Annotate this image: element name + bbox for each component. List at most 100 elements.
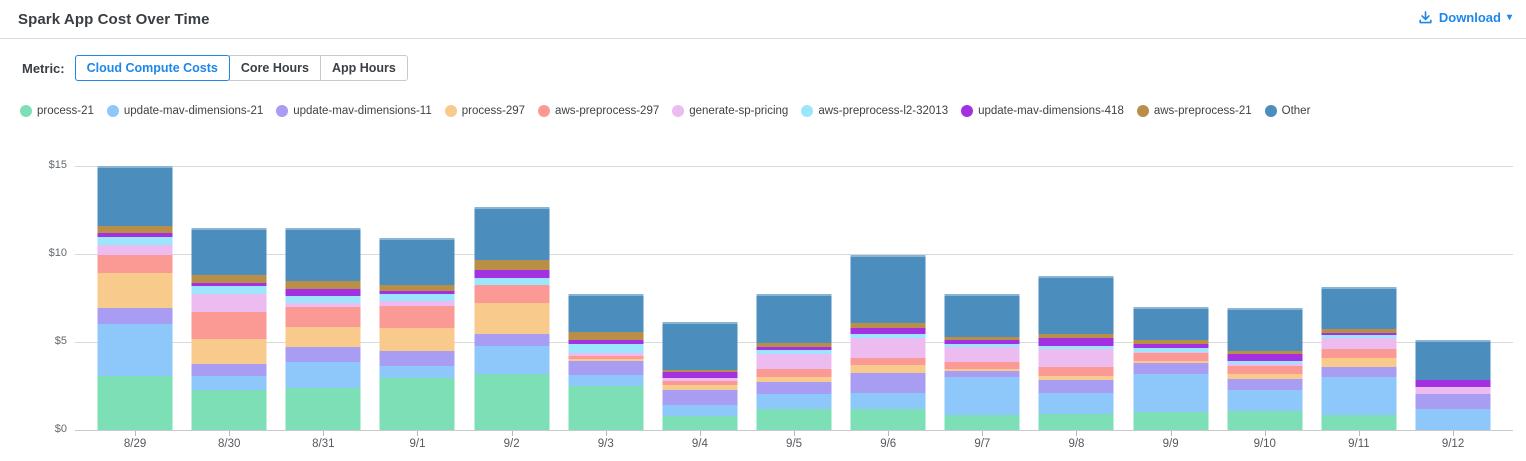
bar-segment-process-297[interactable] [756,377,832,383]
legend-item-generate-sp-pricing[interactable]: generate-sp-pricing [672,105,788,117]
stacked-bar-8-29[interactable] [97,165,173,430]
stacked-bar-9-1[interactable] [379,237,455,430]
bar-segment-update-mav-dimensions-21[interactable] [191,376,267,391]
bar-segment-update-mav-dimensions-21[interactable] [1227,390,1303,411]
bar-segment-update-mav-dimensions-21[interactable] [756,394,832,410]
bar-segment-aws-preprocess-21[interactable] [191,275,267,283]
bar-segment-update-mav-dimensions-418[interactable] [944,340,1020,345]
bar-segment-generate-sp-pricing[interactable] [568,353,644,357]
bar-segment-other[interactable] [1415,340,1491,380]
bar-segment-process-297[interactable] [191,338,267,365]
bar-segment-update-mav-dimensions-11[interactable] [568,361,644,375]
stacked-bar-9-4[interactable] [662,321,738,430]
bar-segment-other[interactable] [568,294,644,333]
bar-segment-update-mav-dimensions-11[interactable] [1321,367,1397,378]
bar-segment-update-mav-dimensions-418[interactable] [379,290,455,294]
metric-tab-core-hours[interactable]: Core Hours [228,55,321,81]
bar-segment-process-21[interactable] [191,390,267,430]
bar-segment-update-mav-dimensions-21[interactable] [1038,393,1114,414]
bar-segment-other[interactable] [191,227,267,276]
bar-segment-aws-preprocess-297[interactable] [1038,367,1114,376]
bar-segment-aws-preprocess-l2-32013[interactable] [474,277,550,285]
bar-segment-aws-preprocess-l2-32013[interactable] [379,293,455,301]
bar-segment-aws-preprocess-l2-32013[interactable] [850,334,926,339]
bar-segment-update-mav-dimensions-11[interactable] [285,346,361,362]
legend-item-update-mav-dimensions-11[interactable]: update-mav-dimensions-11 [276,105,432,117]
bar-segment-aws-preprocess-21[interactable] [1227,350,1303,355]
bar-segment-other[interactable] [285,227,361,282]
bar-segment-aws-preprocess-l2-32013[interactable] [756,350,832,355]
bar-segment-other[interactable] [1321,286,1397,330]
legend-item-aws-preprocess-21[interactable]: aws-preprocess-21 [1136,105,1252,117]
bar-segment-update-mav-dimensions-11[interactable] [850,373,926,394]
bar-segment-other[interactable] [944,294,1020,337]
stacked-bar-8-30[interactable] [191,227,267,430]
bar-segment-update-mav-dimensions-21[interactable] [944,377,1020,416]
bar-segment-update-mav-dimensions-11[interactable] [1415,393,1491,409]
bar-segment-other[interactable] [1133,306,1209,341]
legend-item-process-21[interactable]: process-21 [20,105,94,117]
bar-segment-process-297[interactable] [944,368,1020,372]
bar-segment-update-mav-dimensions-11[interactable] [191,364,267,377]
bar-segment-generate-sp-pricing[interactable] [850,338,926,359]
bar-segment-aws-preprocess-297[interactable] [379,305,455,328]
bar-segment-other[interactable] [662,321,738,370]
bar-segment-aws-preprocess-l2-32013[interactable] [1038,346,1114,349]
legend-item-aws-preprocess-297[interactable]: aws-preprocess-297 [538,105,659,117]
bar-segment-generate-sp-pricing[interactable] [1038,348,1114,368]
bar-segment-update-mav-dimensions-11[interactable] [1227,378,1303,391]
bar-segment-process-297[interactable] [285,326,361,347]
bar-segment-process-297[interactable] [1038,375,1114,380]
bar-segment-generate-sp-pricing[interactable] [662,378,738,381]
bar-segment-update-mav-dimensions-11[interactable] [379,351,455,366]
bar-segment-aws-preprocess-l2-32013[interactable] [944,344,1020,347]
bar-segment-update-mav-dimensions-21[interactable] [850,393,926,410]
bar-segment-process-21[interactable] [1133,411,1209,430]
bar-segment-update-mav-dimensions-11[interactable] [756,382,832,395]
bar-segment-update-mav-dimensions-11[interactable] [944,371,1020,378]
bar-segment-update-mav-dimensions-11[interactable] [1038,379,1114,394]
bar-segment-aws-preprocess-297[interactable] [1133,353,1209,361]
bar-segment-process-297[interactable] [474,303,550,335]
bar-segment-aws-preprocess-297[interactable] [285,306,361,327]
stacked-bar-9-11[interactable] [1321,286,1397,430]
bar-segment-update-mav-dimensions-11[interactable] [1133,363,1209,374]
bar-segment-aws-preprocess-21[interactable] [285,281,361,289]
bar-segment-generate-sp-pricing[interactable] [1321,338,1397,350]
bar-segment-generate-sp-pricing[interactable] [1227,364,1303,366]
bar-segment-aws-preprocess-297[interactable] [1227,365,1303,374]
bar-segment-aws-preprocess-l2-32013[interactable] [285,295,361,303]
bar-segment-update-mav-dimensions-418[interactable] [474,270,550,278]
download-button[interactable]: Download ▾ [1418,10,1512,25]
bar-segment-process-297[interactable] [662,384,738,391]
bar-segment-process-21[interactable] [474,373,550,430]
bar-segment-aws-preprocess-297[interactable] [474,284,550,304]
bar-segment-update-mav-dimensions-11[interactable] [662,390,738,405]
legend-item-update-mav-dimensions-21[interactable]: update-mav-dimensions-21 [106,105,263,117]
bar-segment-update-mav-dimensions-21[interactable] [97,324,173,376]
bar-segment-generate-sp-pricing[interactable] [191,293,267,313]
bar-segment-update-mav-dimensions-21[interactable] [662,404,738,417]
bar-segment-process-21[interactable] [379,378,455,430]
bar-segment-aws-preprocess-l2-32013[interactable] [568,343,644,354]
bar-segment-other[interactable] [97,165,173,227]
bar-segment-update-mav-dimensions-418[interactable] [1415,379,1491,387]
bar-segment-other[interactable] [474,206,550,261]
stacked-bar-9-12[interactable] [1415,340,1491,430]
bar-segment-aws-preprocess-21[interactable] [756,342,832,347]
bar-segment-generate-sp-pricing[interactable] [1415,386,1491,394]
bar-segment-process-21[interactable] [1227,410,1303,430]
legend-item-process-297[interactable]: process-297 [444,105,525,117]
legend-item-other[interactable]: Other [1264,105,1310,117]
bar-segment-generate-sp-pricing[interactable] [756,354,832,369]
bar-segment-process-297[interactable] [97,273,173,308]
bar-segment-update-mav-dimensions-21[interactable] [285,361,361,389]
bar-segment-process-297[interactable] [1227,373,1303,379]
bar-segment-aws-preprocess-21[interactable] [379,284,455,291]
bar-segment-update-mav-dimensions-21[interactable] [1321,377,1397,415]
bar-segment-update-mav-dimensions-21[interactable] [1133,373,1209,412]
metric-tab-app-hours[interactable]: App Hours [319,55,408,81]
bar-segment-aws-preprocess-21[interactable] [474,260,550,271]
bar-segment-update-mav-dimensions-418[interactable] [568,339,644,344]
bar-segment-aws-preprocess-21[interactable] [662,369,738,372]
